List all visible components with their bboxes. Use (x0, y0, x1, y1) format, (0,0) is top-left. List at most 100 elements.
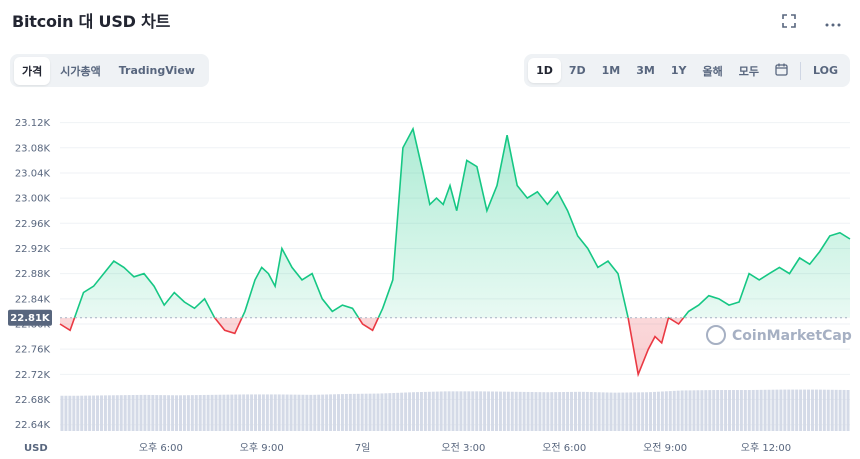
y-tick-label: 22.64K (15, 420, 51, 431)
volume-bar (107, 395, 111, 431)
volume-bar (795, 389, 799, 431)
volume-bar (838, 389, 842, 431)
tab-price[interactable]: 가격 (14, 56, 51, 85)
volume-bar (246, 394, 250, 431)
chart-type-tabs: 가격 시가총액 TradingView (10, 54, 209, 87)
volume-bar (763, 389, 767, 431)
chart-title: Bitcoin 대 USD 차트 (12, 12, 171, 31)
volume-bar (115, 395, 119, 431)
volume-bar (431, 391, 435, 431)
volume-bar (68, 395, 72, 431)
volume-bar (502, 391, 506, 431)
x-tick-label: 오후 9:00 (240, 442, 284, 454)
expand-icon[interactable] (780, 14, 798, 32)
volume-bar (111, 395, 115, 431)
volume-bar (463, 391, 467, 431)
volume-bar (712, 390, 716, 431)
volume-bar (388, 393, 392, 431)
range-7d[interactable]: 7D (568, 64, 586, 77)
volume-bar (830, 389, 834, 431)
current-price-label: 22.81K (10, 313, 51, 324)
volume-bar (317, 394, 321, 431)
volume-bar (814, 389, 818, 431)
volume-bar (135, 394, 139, 431)
volume-bar (810, 389, 814, 431)
volume-bar (301, 394, 305, 431)
time-range-selector: 1D 7D 1M 3M 1Y 올해 모두 LOG (524, 54, 850, 87)
volume-bar (289, 394, 293, 431)
volume-bar (443, 391, 447, 431)
volume-bar (799, 389, 803, 431)
volume-bar (573, 391, 577, 431)
x-tick-label: 7일 (355, 442, 371, 454)
volume-bar (767, 389, 771, 431)
calendar-icon[interactable] (767, 57, 796, 85)
range-1m[interactable]: 1M (601, 64, 621, 77)
y-axis: 23.12K 23.08K 23.04K 23.00K 22.96K 22.92K 22.8… (15, 118, 51, 431)
volume-bar (538, 392, 542, 431)
volume-bar (807, 389, 811, 431)
volume-bar (676, 390, 680, 431)
x-tick-label: 오후 6:00 (139, 442, 183, 454)
currency-label: USD (24, 443, 48, 454)
volume-bar (265, 394, 269, 431)
volume-bar (226, 394, 230, 431)
range-all[interactable]: 모두 (738, 64, 759, 78)
volume-bar (546, 392, 550, 431)
volume-bar (589, 392, 593, 431)
volume-bar (581, 391, 585, 431)
volume-bar (846, 389, 850, 431)
volume-bar (550, 392, 554, 431)
volume-bar (593, 392, 597, 431)
volume-bar (400, 392, 404, 431)
volume-bar (716, 390, 720, 431)
volume-bar (510, 391, 514, 431)
volume-bar (175, 395, 179, 431)
volume-bar (234, 394, 238, 431)
volume-bar (668, 391, 672, 431)
volume-bar (333, 394, 337, 431)
ellipsis-icon[interactable] (824, 14, 842, 32)
range-1y[interactable]: 1Y (670, 64, 687, 77)
log-toggle[interactable]: LOG (813, 64, 838, 77)
volume-bar (447, 391, 451, 431)
volume-bar (680, 390, 684, 431)
volume-bar (818, 389, 822, 431)
volume-bar (526, 391, 530, 431)
price-line-up (73, 126, 851, 318)
volume-bar (321, 394, 325, 431)
volume-bar (372, 393, 376, 431)
volume-bar (637, 392, 641, 431)
volume-bar (459, 391, 463, 431)
volume-bar (364, 393, 368, 431)
volume-bar (143, 394, 147, 431)
y-tick-label: 22.68K (15, 395, 51, 406)
tab-market-cap[interactable]: 시가총액 (60, 64, 101, 78)
volume-bar (297, 394, 301, 431)
volume-bar (242, 394, 246, 431)
volume-bar (293, 394, 297, 431)
volume-bar (826, 389, 830, 431)
area-fill-up (60, 128, 850, 318)
x-tick-label: 오전 6:00 (542, 442, 586, 454)
volume-bar (562, 392, 566, 431)
range-3m[interactable]: 3M (636, 64, 655, 77)
volume-bar (368, 393, 372, 431)
range-ytd[interactable]: 올해 (702, 64, 723, 78)
tab-tradingview[interactable]: TradingView (118, 64, 195, 77)
volume-bar (692, 390, 696, 431)
volume-bar (755, 389, 759, 431)
volume-bar (617, 392, 621, 431)
volume-bar (487, 391, 491, 431)
volume-bar (720, 390, 724, 431)
volume-bar (356, 393, 360, 431)
range-1d[interactable]: 1D (528, 58, 561, 83)
volume-bar (76, 395, 80, 431)
volume-bar (159, 395, 163, 431)
volume-bar (475, 391, 479, 431)
volume-bar (344, 393, 348, 431)
y-tick-label: 23.00K (15, 194, 51, 205)
volume-bar (530, 392, 534, 431)
volume-bar (803, 389, 807, 431)
volume-bar (419, 392, 423, 431)
